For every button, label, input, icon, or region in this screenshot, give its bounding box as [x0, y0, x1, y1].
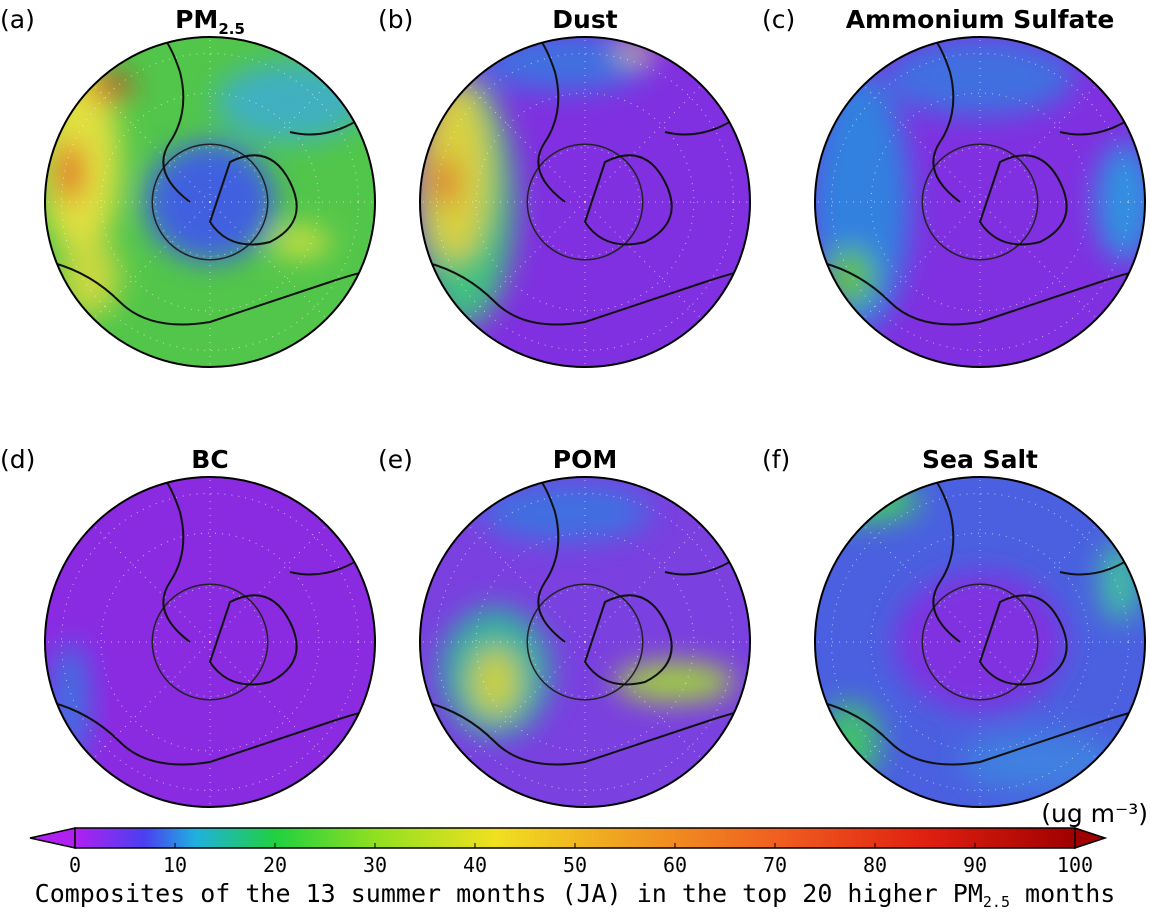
colorbar-tick-label: 20	[263, 853, 287, 877]
latitude-line	[436, 493, 734, 791]
latitude-line	[870, 92, 1090, 312]
field-blob	[88, 75, 132, 99]
latitude-line	[100, 92, 320, 312]
colorbar-right-arrow	[1074, 826, 1108, 850]
title-subscript: 2.5	[218, 20, 245, 38]
caption-part: 2.5	[983, 893, 1010, 911]
title-text: BC	[191, 445, 228, 474]
colorbar-tick-label: 60	[663, 853, 687, 877]
colorbar-tick-label: 100	[1057, 853, 1093, 877]
colorbar-unit: (ug m⁻³)	[1041, 799, 1148, 828]
latitude-line	[436, 53, 734, 351]
panel-title: Sea Salt	[922, 445, 1038, 474]
coastline	[49, 477, 375, 766]
latitude-line	[925, 147, 1035, 257]
latitude-line	[530, 147, 640, 257]
map-outline	[44, 476, 376, 808]
panel-title: PM2.5	[175, 5, 245, 38]
latitude-line	[61, 53, 359, 351]
coastline	[424, 477, 750, 766]
colorbar-tick-label: 0	[69, 853, 81, 877]
panel-label: (e)	[378, 445, 413, 474]
arctic-circle	[526, 583, 644, 701]
caption: Composites of the 13 summer months (JA) …	[35, 879, 1116, 911]
map	[420, 477, 750, 807]
panel-label: (f)	[762, 445, 790, 474]
coastline	[49, 37, 375, 326]
latitude-line	[475, 532, 695, 752]
title-text: Sea Salt	[922, 445, 1038, 474]
latitude-line	[870, 532, 1090, 752]
map-outline	[814, 36, 1146, 368]
field-blob	[435, 157, 455, 207]
latitude-line	[475, 92, 695, 312]
field-blob	[885, 37, 1075, 117]
field	[440, 482, 735, 737]
latitude-line	[100, 532, 320, 752]
panel-title: Ammonium Sulfate	[846, 5, 1115, 34]
panel-label: (a)	[0, 5, 35, 34]
panel-title: POM	[553, 445, 617, 474]
field-blob	[480, 482, 650, 542]
latitude-line	[155, 587, 265, 697]
arctic-circle	[921, 143, 1039, 261]
field-blob	[58, 142, 82, 202]
map-outline	[419, 36, 751, 368]
map-outline	[814, 476, 1146, 808]
field-blob	[270, 227, 330, 257]
arctic-circle	[921, 583, 1039, 701]
colorbar-tick-label: 10	[163, 853, 187, 877]
title-text: Dust	[552, 5, 617, 34]
latitude-line	[925, 587, 1035, 697]
panel-title: Dust	[552, 5, 617, 34]
field-blob	[615, 662, 735, 702]
colorbar-tick-label: 30	[363, 853, 387, 877]
field-blob	[1095, 142, 1145, 262]
arctic-circle	[151, 583, 269, 701]
caption-part: months	[1010, 879, 1115, 908]
latitude-line	[831, 493, 1129, 791]
latitude-line	[530, 587, 640, 697]
panel-title: BC	[191, 445, 228, 474]
field-blob	[420, 82, 490, 262]
latitude-line	[155, 147, 265, 257]
caption-part: Composites of the 13 summer months (JA) …	[35, 879, 983, 908]
map-outline	[419, 476, 751, 808]
latitude-line	[61, 493, 359, 791]
field-blob	[215, 62, 365, 142]
colorbar-tick-label: 50	[563, 853, 587, 877]
coastline	[819, 477, 1145, 766]
title-text: POM	[553, 445, 617, 474]
colorbar-left-arrow	[29, 827, 76, 849]
panel-label: (c)	[762, 5, 795, 34]
map-outline	[44, 36, 376, 368]
colorbar-tick-label: 70	[763, 853, 787, 877]
map	[420, 37, 750, 367]
title-text: PM	[175, 5, 218, 34]
coastline	[424, 37, 750, 326]
arctic-circle	[526, 143, 644, 261]
title-text: Ammonium Sulfate	[846, 5, 1115, 34]
field-blob	[60, 237, 120, 317]
coastline	[819, 37, 1145, 326]
field-blob	[815, 482, 920, 522]
panel-label: (d)	[0, 445, 35, 474]
latitude-line	[831, 53, 1129, 351]
colorbar-tick-label: 40	[463, 853, 487, 877]
colorbar-tick-label: 80	[863, 853, 887, 877]
field-blob	[470, 647, 520, 717]
arctic-circle	[151, 143, 269, 261]
colorbar-tick-label: 90	[963, 853, 987, 877]
panel-label: (b)	[378, 5, 413, 34]
